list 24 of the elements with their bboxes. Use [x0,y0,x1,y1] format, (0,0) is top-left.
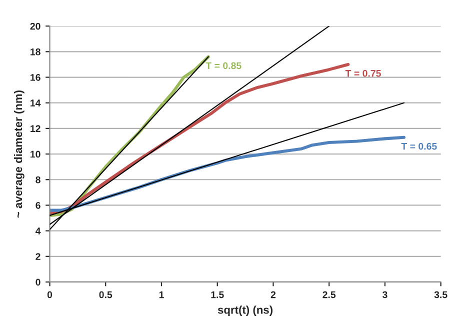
y-tick-label: 6 [36,202,40,209]
y-tick-label: 0 [36,278,40,286]
annotation: T = 0.75 [345,70,381,77]
y-tick-label: 10 [30,150,40,158]
annotation: T = 0.85 [206,62,242,70]
y-tick-label: 8 [36,176,40,184]
y-tick-label: 4 [35,228,41,234]
y-tick-label: 14 [30,100,41,106]
x-tick-label: 1.5 [211,291,224,298]
y-tick-label: 18 [30,48,40,56]
y-tick-label: 20 [30,22,40,30]
y-tick-label: 16 [30,74,40,81]
x-axis-title: sqrt(t) (ns) [218,306,273,316]
x-tick-label: 0 [47,291,52,298]
x-tick-label: 0.5 [99,291,112,298]
x-tick-label: 2.5 [322,291,336,298]
y-tick-label: 2 [36,253,40,260]
y-axis-title: ~ average diameter (nm) [14,90,24,218]
x-tick-label: 3 [382,291,388,298]
x-tick-label: 1 [159,291,164,298]
annotation: T = 0.65 [401,142,437,150]
x-tick-label: 3.5 [434,291,448,298]
x-tick-label: 2 [270,291,276,298]
y-tick-label: 12 [30,125,40,132]
